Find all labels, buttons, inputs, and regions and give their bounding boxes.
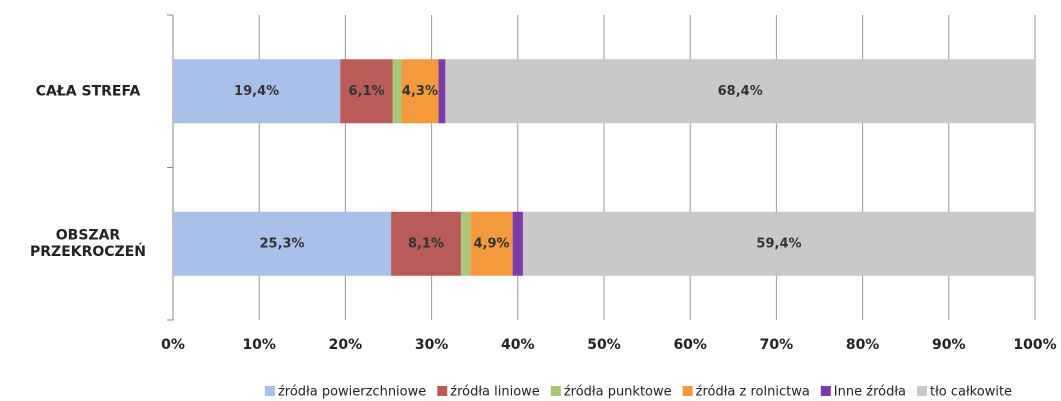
value-label: 4,3% xyxy=(402,84,438,99)
legend-swatch xyxy=(264,386,275,396)
bar-segment xyxy=(522,211,1035,276)
x-tick-label: 90% xyxy=(932,337,966,353)
bar-segment xyxy=(173,59,341,124)
bar-segment xyxy=(512,211,523,276)
legend-label: tło całkowite xyxy=(930,385,1012,400)
legend-swatch xyxy=(917,386,928,396)
x-tick-label: 80% xyxy=(846,337,880,353)
bar-segment xyxy=(173,211,392,276)
value-label: 19,4% xyxy=(234,84,279,99)
legend-label: źródła z rolnictwa xyxy=(696,385,810,400)
category-label: OBSZAR PRZEKROCZEŃ xyxy=(30,227,146,260)
bar-segment xyxy=(401,59,439,124)
x-tick-label: 60% xyxy=(673,337,707,353)
value-label: 25,3% xyxy=(259,236,304,251)
bar-segment xyxy=(391,211,461,276)
legend-swatch xyxy=(820,386,831,396)
value-label: 68,4% xyxy=(718,84,763,99)
legend-label: źródła punktowe xyxy=(564,385,672,400)
value-label: 59,4% xyxy=(756,236,801,251)
legend-swatch xyxy=(550,386,561,396)
x-tick-label: 0% xyxy=(161,337,185,353)
value-label: 6,1% xyxy=(348,84,384,99)
bar-segment xyxy=(470,211,513,276)
x-tick-label: 100% xyxy=(1013,337,1056,353)
bar-segment xyxy=(392,59,402,124)
legend-label: źródła powierzchniowe xyxy=(278,385,426,400)
category-label: CAŁA STREFA xyxy=(36,83,141,99)
x-tick-label: 30% xyxy=(415,337,449,353)
x-tick-label: 70% xyxy=(760,337,794,353)
legend-label: źródła liniowe xyxy=(450,385,540,400)
legend-label: Inne źródła xyxy=(834,385,906,400)
x-tick-label: 20% xyxy=(329,337,363,353)
bar-segment xyxy=(445,59,1036,124)
legend-swatch xyxy=(437,386,448,396)
x-tick-label: 10% xyxy=(242,337,276,353)
value-label: 4,9% xyxy=(473,236,509,251)
bar-segment xyxy=(460,211,471,276)
bar-segment xyxy=(340,59,393,124)
legend-swatch xyxy=(682,386,693,396)
x-tick-label: 50% xyxy=(587,337,621,353)
value-label: 8,1% xyxy=(408,236,444,251)
x-tick-label: 40% xyxy=(501,337,535,353)
bar-segment xyxy=(438,59,446,124)
